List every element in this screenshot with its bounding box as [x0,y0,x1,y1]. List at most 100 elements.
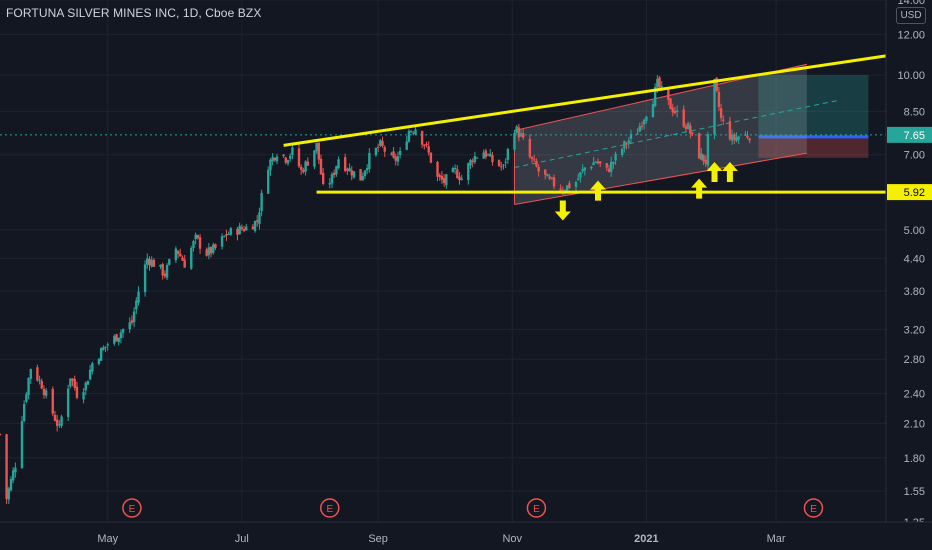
candle-body [212,244,215,253]
candle-body [427,146,430,153]
candle-body [414,129,417,135]
candle-body [181,257,184,261]
candle-body [445,174,448,186]
candle-body [289,155,292,159]
candle-body [146,258,149,265]
candle-body [20,421,24,468]
earnings-marker-label: E [326,504,333,515]
candle-body [440,175,444,180]
candle-body [97,359,101,364]
candle-body [451,168,455,173]
candle-body [53,414,57,421]
candle-body [715,77,718,91]
candle-body [14,467,17,473]
candle-body [194,234,197,240]
candle-body [337,159,340,169]
candle-body [143,264,147,293]
candle-body [299,166,303,170]
candle-body [489,153,492,157]
candle-body [581,169,584,172]
candle-body [119,332,123,339]
candle-body [653,87,657,107]
candle-body [115,334,118,342]
candle-body [504,161,507,163]
candle-body [568,183,571,188]
candle-body [284,157,288,163]
candle-body [394,156,397,161]
candle-body [460,178,463,180]
candle-body [737,136,740,140]
candle-body [220,236,224,247]
candle-body [106,344,109,346]
candle-body [398,150,402,156]
candle-body [697,133,701,159]
candle-body [412,132,415,134]
candle-body [660,86,663,88]
time-tick-label: Nov [502,533,522,545]
candle-body [286,160,290,164]
candle-body [636,133,639,135]
candle-body [25,394,28,402]
price-tick-label: 2.80 [904,354,925,366]
candle-body [596,161,600,164]
candle-body [598,161,602,164]
candle-body [467,163,470,181]
candle-body [500,166,503,168]
candle-body [594,162,597,164]
candle-body [533,159,536,161]
candle-body [58,424,61,426]
currency-button[interactable]: USD [896,7,926,24]
candle-body [623,141,626,149]
candle-body [176,250,180,254]
candle-body [242,228,246,232]
candle-body [482,152,485,159]
candle-body [69,378,72,387]
candle-body [179,253,182,257]
arrow-up-icon [691,178,708,199]
candle-body [150,259,153,267]
candle-body [528,139,532,158]
price-tick-label: 3.20 [904,324,925,336]
candle-body [258,212,261,225]
candle-body [275,156,279,162]
candle-body [592,162,595,166]
candle-body [651,104,655,118]
candle-body [128,322,131,330]
candle-body [71,378,74,381]
candle-body [425,144,428,146]
price-tick-label: 5.00 [904,225,925,237]
candle-body [627,140,630,144]
candle-body [306,161,309,166]
candle-body [469,159,472,166]
earnings-marker [320,498,340,518]
candle-body [713,78,716,135]
candle-body [420,131,424,145]
candle-body [117,337,120,343]
earnings-marker [803,498,824,518]
candle-body [335,166,338,175]
candle-body [642,119,646,125]
candle-body [73,378,76,388]
candle-body [396,156,400,162]
arrow-down-icon [554,200,571,221]
candle-body [321,173,325,184]
candle-body [491,155,494,163]
candle-body [506,148,510,160]
candle-body [658,77,661,88]
candle-body [66,388,70,417]
candle-body [273,157,277,161]
candle-body [689,125,692,134]
candle-body [583,167,587,171]
candle-body [519,133,523,137]
candle-body [229,228,233,235]
candle-body [44,390,48,396]
candle-body [304,161,307,172]
candle-body [332,172,336,175]
candle-body [744,134,747,136]
candle-body [260,192,263,212]
candle-body [168,259,171,265]
